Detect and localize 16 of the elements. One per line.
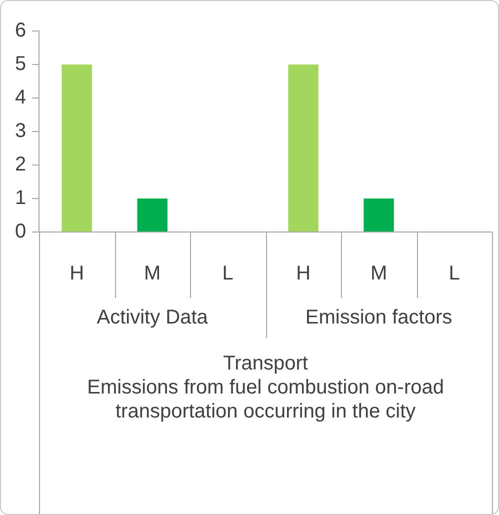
y-tick-label: 3 [15, 120, 26, 142]
y-tick-label: 5 [15, 53, 26, 76]
x-axis-title: Transport Emissions from fuel combustion on-road transportation occurring in the city [87, 352, 444, 423]
x-tick-label: L [222, 262, 234, 285]
text: Emission factors [305, 306, 452, 329]
x-tick-label: M [370, 262, 388, 285]
text: Activity Data [96, 306, 209, 329]
y-tick-label: 2 [15, 154, 26, 176]
x-tick-label: L [448, 262, 460, 285]
y-tick-label: 4 [15, 86, 26, 109]
x-tick-label: H [70, 262, 84, 285]
x-tick-label: H [296, 262, 311, 285]
x-tick-label: M [144, 262, 161, 285]
y-tick-label: 1 [15, 187, 26, 210]
y-tick-label: 0 [15, 220, 26, 243]
y-tick-label: 6 [15, 20, 26, 42]
